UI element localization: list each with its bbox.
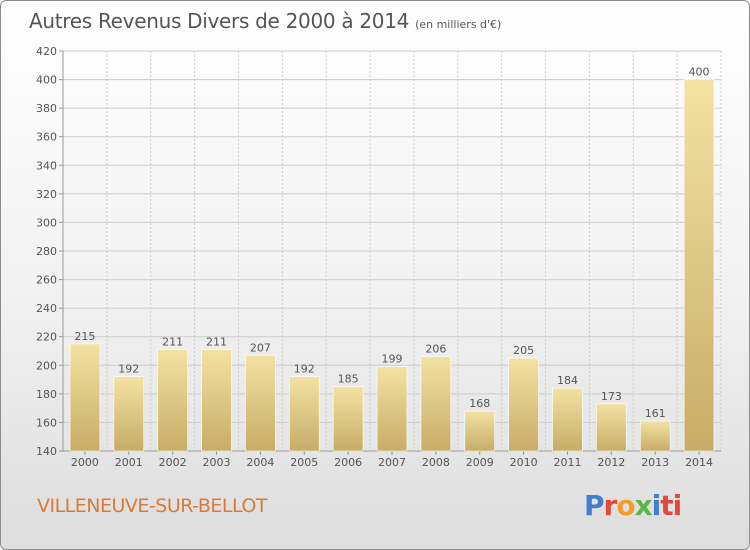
x-tick-label: 2003 xyxy=(203,456,231,469)
bar xyxy=(245,354,276,452)
bar xyxy=(332,386,364,452)
bar xyxy=(552,387,583,452)
data-label: 185 xyxy=(338,373,359,386)
x-tick-label: 2014 xyxy=(685,456,713,469)
bar xyxy=(157,349,188,452)
axis-layer: 140 160 180 200 220 240 260 280 300 320 340 360 380 4… xyxy=(36,45,721,469)
logo-letter: P xyxy=(584,489,605,522)
x-tick-label: 2013 xyxy=(641,456,669,469)
bar xyxy=(596,403,627,452)
logo-letter: ti xyxy=(660,489,682,522)
y-tick-label: 360 xyxy=(36,131,57,144)
proxiti-logo: Proxiti xyxy=(584,489,682,522)
x-tick-label: 2008 xyxy=(422,456,450,469)
data-label: 173 xyxy=(601,390,622,403)
data-label: 205 xyxy=(513,344,534,357)
logo-letter: i xyxy=(651,489,662,522)
logo-letter: r xyxy=(603,489,618,522)
y-tick-label: 340 xyxy=(36,159,57,172)
data-label: 161 xyxy=(645,407,666,420)
x-tick-label: 2010 xyxy=(510,456,538,469)
y-tick-label: 420 xyxy=(36,45,57,58)
x-tick-label: 2012 xyxy=(597,456,625,469)
x-tick-label: 2004 xyxy=(246,456,274,469)
y-tick-label: 140 xyxy=(36,445,57,458)
x-tick-label: 2009 xyxy=(466,456,494,469)
bar xyxy=(639,420,671,452)
y-tick-label: 180 xyxy=(36,388,57,401)
data-label: 211 xyxy=(162,336,183,349)
data-label: 206 xyxy=(425,343,446,356)
data-label: 192 xyxy=(294,363,315,376)
chart-subtitle: (en milliers d'€) xyxy=(415,18,502,31)
x-tick-label: 2006 xyxy=(334,456,362,469)
x-tick-label: 2011 xyxy=(553,456,581,469)
y-tick-label: 160 xyxy=(36,416,57,429)
y-tick-label: 300 xyxy=(36,216,57,229)
data-label: 168 xyxy=(469,397,490,410)
data-label: 207 xyxy=(250,341,271,354)
x-tick-label: 2005 xyxy=(290,456,318,469)
chart-title: Autres Revenus Divers de 2000 à 2014 (en … xyxy=(29,9,502,33)
data-label: 199 xyxy=(382,353,403,366)
y-tick-label: 280 xyxy=(36,245,57,258)
logo-letter: x xyxy=(634,489,653,522)
bar xyxy=(464,410,495,452)
y-tick-label: 200 xyxy=(36,359,57,372)
y-tick-label: 380 xyxy=(36,102,57,115)
y-tick-label: 400 xyxy=(36,74,57,87)
y-tick-label: 260 xyxy=(36,274,57,287)
x-tick-label: 2001 xyxy=(115,456,143,469)
y-tick-label: 240 xyxy=(36,302,57,315)
bar xyxy=(289,376,320,452)
bar xyxy=(376,366,408,452)
bar xyxy=(69,343,101,452)
x-tick-label: 2000 xyxy=(71,456,99,469)
bar xyxy=(113,376,145,452)
logo-letter: o xyxy=(616,489,635,522)
data-label: 192 xyxy=(118,363,139,376)
commune-name: VILLENEUVE-SUR-BELLOT xyxy=(37,495,267,517)
bar xyxy=(201,349,232,452)
bar-layer xyxy=(69,79,715,452)
label-layer: 215 192 211 211 207 192 185 199 206 168 205 184 173 1… xyxy=(74,66,709,420)
x-tick-label: 2002 xyxy=(159,456,187,469)
data-label: 184 xyxy=(557,374,578,387)
data-label: 400 xyxy=(689,66,710,79)
data-label: 211 xyxy=(206,336,227,349)
y-tick-label: 320 xyxy=(36,188,57,201)
bar xyxy=(508,357,539,452)
bar xyxy=(420,356,452,452)
x-tick-label: 2007 xyxy=(378,456,406,469)
y-tick-label: 220 xyxy=(36,331,57,344)
bar xyxy=(683,79,715,452)
data-label: 215 xyxy=(74,330,95,343)
